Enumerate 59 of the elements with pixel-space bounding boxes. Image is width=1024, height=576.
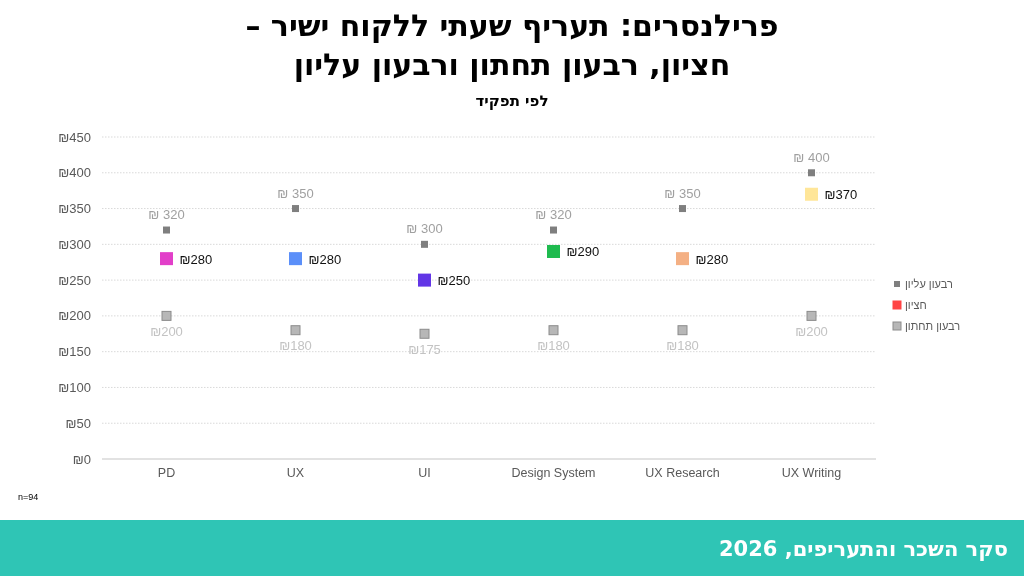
point [421, 240, 428, 248]
point [292, 205, 299, 213]
point [290, 325, 301, 336]
point [677, 325, 688, 336]
x-tick-label: Design System [511, 466, 596, 480]
data-label: ₪250 [437, 273, 471, 289]
y-tick-label: ₪50 [65, 415, 91, 431]
point [289, 252, 302, 266]
y-tick-label: ₪450 [58, 129, 91, 145]
x-tick-label: UX Research [645, 466, 720, 480]
x-tick-label: UX Writing [781, 466, 842, 480]
data-label: ₪ 400 [793, 149, 830, 165]
data-label: ₪175 [408, 341, 441, 357]
data-label: ₪180 [537, 338, 570, 354]
point [806, 310, 817, 321]
data-label: ₪200 [795, 323, 828, 339]
point [419, 328, 430, 339]
data-label: ₪290 [566, 244, 600, 260]
point [676, 252, 689, 266]
point [550, 226, 557, 234]
y-tick-label: ₪250 [58, 272, 91, 288]
x-tick-label: PD [157, 466, 176, 480]
point [808, 169, 815, 177]
data-label: ₪ 320 [148, 207, 185, 223]
point [805, 187, 818, 201]
point [161, 310, 172, 321]
text: סקר השכר והתעריפים, 2026 [718, 537, 1008, 561]
data-label: ₪180 [666, 338, 699, 354]
point [160, 252, 173, 266]
chart-title: פרילנסרים: תעריף שעתי ללקוח ישיר – חציון, רבעון תחתון ורבעון עליון [245, 8, 779, 82]
data-label: ₪ 350 [277, 185, 314, 201]
point [418, 273, 431, 287]
data-label: ₪280 [695, 251, 729, 267]
y-tick-label: ₪150 [58, 344, 91, 360]
data-label: ₪ 320 [535, 207, 572, 223]
point [548, 325, 559, 336]
point [679, 205, 686, 213]
data-label: ₪180 [279, 338, 312, 354]
data-label: ₪ 350 [664, 185, 701, 201]
legend-label: רבעון עליון [905, 278, 953, 290]
chart-subtitle: לפי תפקיד [475, 92, 549, 110]
data-label: ₪370 [824, 187, 858, 203]
x-tick-label: UX [286, 466, 305, 480]
data-label: ₪ 300 [406, 221, 443, 237]
y-tick-label: ₪200 [58, 308, 91, 324]
legend-label: חציון [905, 299, 927, 311]
data-label: ₪280 [308, 251, 342, 267]
y-tick-label: ₪100 [58, 379, 91, 395]
y-tick-label: ₪350 [58, 201, 91, 217]
x-tick-label: UI [418, 466, 431, 480]
data-label: ₪200 [150, 323, 183, 339]
y-tick-label: ₪400 [58, 165, 91, 181]
data-label: ₪280 [179, 251, 213, 267]
point [163, 226, 170, 234]
y-tick-label: ₪300 [58, 236, 91, 252]
text: n=94 [18, 492, 39, 502]
legend-label: רבעון תחתון [905, 320, 961, 332]
point [547, 244, 560, 258]
y-tick-label: ₪0 [72, 451, 91, 467]
